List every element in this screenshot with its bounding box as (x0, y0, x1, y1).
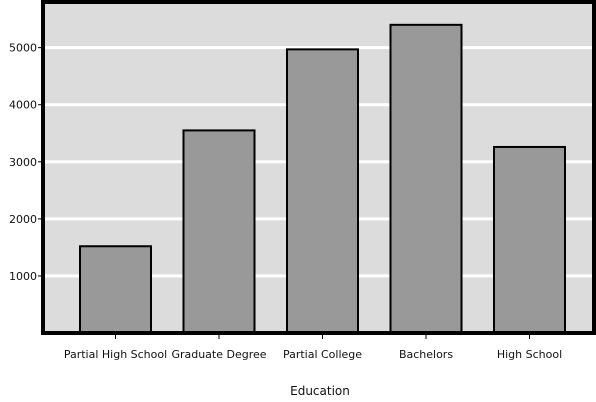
x-tick-label: Partial College (283, 348, 362, 361)
bars (79, 23, 566, 335)
bar-bachelors (389, 23, 463, 335)
bar-partial-high-school (79, 245, 152, 334)
plot-border (41, 0, 596, 335)
x-tick-label: Bachelors (399, 348, 453, 361)
x-axis-title: Education (290, 384, 350, 398)
bar-high-school (493, 145, 566, 334)
y-tick-label: 5000 (9, 42, 37, 55)
plot-frame (41, 0, 596, 335)
bar-partial-college (286, 48, 359, 334)
y-tick-label: 2000 (9, 213, 37, 226)
x-tick-label: High School (497, 348, 562, 361)
y-axis-ticks: 1000 2000 3000 4000 5000 (9, 42, 43, 283)
y-tick-label: 1000 (9, 270, 37, 283)
y-tick-label: 3000 (9, 156, 37, 169)
x-axis-ticks: Partial High School Graduate Degree Partia… (64, 333, 562, 361)
bar-graduate-degree (182, 129, 256, 334)
y-tick-label: 4000 (9, 99, 37, 112)
x-tick-label: Partial High School (64, 348, 167, 361)
x-tick-label: Graduate Degree (171, 348, 266, 361)
